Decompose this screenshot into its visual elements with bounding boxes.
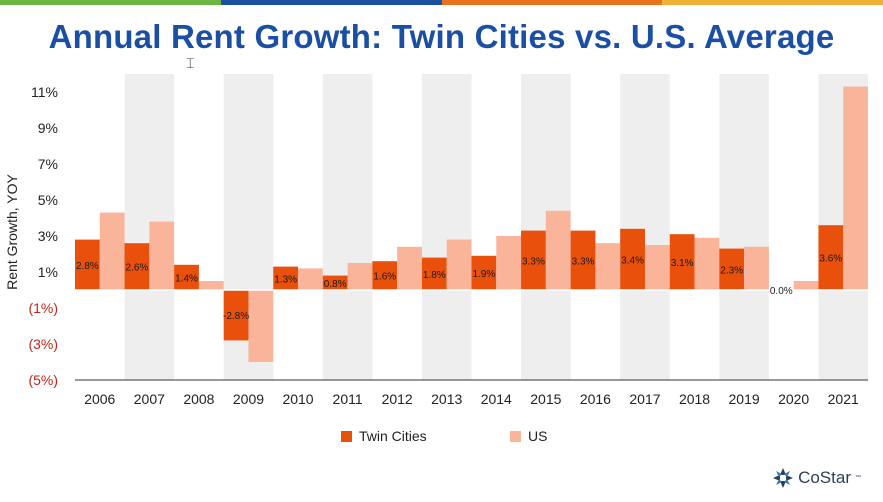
shade-band-2019 [719, 74, 769, 380]
bar-twin-cities-2009 [223, 290, 249, 341]
bar-us-2011 [347, 263, 373, 290]
top-bar-green [0, 0, 221, 5]
y-tick-label: 1% [38, 264, 58, 280]
bar-twin-cities-2006 [75, 239, 100, 290]
bar-us-2014 [496, 236, 522, 290]
bar-twin-cities-2015 [521, 230, 546, 290]
data-label: 1.4% [175, 273, 198, 284]
data-label: 0.8% [324, 279, 347, 290]
bar-twin-cities-2019 [719, 248, 745, 290]
y-tick-labels: 11% 9% 7% 5% 3% 1% (1%) (3%) (5%) [28, 84, 58, 388]
data-label: 3.6% [819, 254, 842, 265]
bar-twin-cities-2011 [322, 275, 348, 290]
data-label: 3.3% [572, 256, 595, 267]
x-tick-labels: 2006 2007 2008 2009 2010 2011 2012 2013 2014 2015… [84, 391, 859, 407]
data-label: 0.0% [770, 286, 793, 297]
y-tick-label: 9% [38, 120, 58, 136]
top-bar-yellow [662, 0, 883, 5]
legend-label-twin-cities: Twin Cities [359, 428, 427, 444]
bar-us-2018 [694, 237, 720, 290]
bar-us-2016 [595, 243, 621, 290]
costar-logo: CoStar ™ [772, 467, 861, 489]
shade-band-2011 [322, 74, 373, 380]
x-tick-label: 2013 [431, 391, 462, 407]
data-label: 2.3% [720, 265, 743, 276]
x-tick-label: 2021 [828, 391, 859, 407]
x-tick-label: 2011 [333, 391, 363, 407]
shade-band-2017 [620, 74, 670, 380]
top-color-bar [0, 0, 883, 5]
data-label: 3.1% [671, 258, 694, 269]
y-axis-label: Rent Growth, YOY [4, 174, 20, 290]
shaded-year-bands [124, 74, 868, 380]
bar-twin-cities-2017 [620, 228, 645, 290]
text-cursor-icon: ⌶ [186, 56, 195, 72]
data-label: 2.6% [126, 263, 149, 274]
x-tick-label: 2007 [134, 391, 165, 407]
costar-logo-mark-icon [773, 468, 794, 488]
x-tick-label: 2019 [729, 391, 760, 407]
bar-us-2008 [198, 281, 224, 290]
data-label: 3.4% [621, 255, 644, 266]
data-label: 3.3% [522, 256, 545, 267]
y-tick-label: 3% [38, 228, 58, 244]
bar-us-2021 [843, 86, 868, 290]
bar-us-2015 [545, 210, 571, 290]
bar-us-2013 [446, 239, 472, 290]
x-tick-label: 2009 [233, 391, 264, 407]
bar-twin-cities-2008 [174, 264, 199, 290]
data-label: 1.9% [472, 269, 495, 280]
legend: Twin Cities US [341, 428, 547, 444]
x-tick-label: 2018 [679, 391, 710, 407]
y-tick-label: 7% [38, 156, 58, 172]
x-tick-label: 2012 [382, 391, 413, 407]
bar-us-2019 [744, 246, 769, 290]
data-label: 1.6% [373, 272, 396, 283]
bar-us-2007 [149, 221, 175, 290]
data-label: 1.8% [423, 270, 446, 281]
bar-twin-cities-2007 [124, 243, 150, 290]
bar-twin-cities-2013 [421, 257, 447, 290]
bar-us-2006 [99, 212, 125, 290]
bar-us-2020 [793, 281, 819, 290]
bar-twin-cities-2021 [818, 225, 844, 290]
y-tick-label: (5%) [28, 372, 58, 388]
chart-title: Annual Rent Growth: Twin Cities vs. U.S.… [48, 18, 835, 55]
y-tick-label: (3%) [28, 336, 58, 352]
y-tick-label: 11% [31, 84, 58, 100]
bar-us-2017 [644, 245, 670, 290]
x-tick-label: 2016 [580, 391, 611, 407]
logo-trademark: ™ [855, 475, 861, 481]
x-tick-label: 2014 [481, 391, 512, 407]
bar-twin-cities-2014 [471, 255, 497, 290]
x-tick-label: 2020 [778, 391, 809, 407]
bar-us-2012 [397, 246, 422, 290]
legend-swatch-us [510, 431, 521, 442]
data-label: 1.3% [274, 274, 297, 285]
x-tick-label: 2010 [282, 391, 313, 407]
bar-group [75, 86, 868, 362]
x-tick-label: 2017 [629, 391, 660, 407]
bar-twin-cities-2012 [372, 261, 398, 290]
x-tick-label: 2006 [84, 391, 115, 407]
top-bar-blue [220, 0, 442, 5]
data-labels: 2.8% 2.6% 1.4% -2.8% 1.3% 0.8% 1.6% 1.8% 1.9% 3.3… [76, 254, 842, 323]
bar-twin-cities-2016 [570, 230, 596, 290]
bar-twin-cities-2010 [273, 266, 299, 290]
data-label: -2.8% [223, 311, 249, 322]
bar-twin-cities-2018 [669, 234, 695, 290]
y-tick-label: 5% [38, 192, 58, 208]
data-label: 2.8% [76, 261, 99, 272]
x-tick-label: 2015 [530, 391, 561, 407]
bar-us-2010 [298, 268, 323, 290]
bar-us-2009 [248, 290, 274, 362]
shade-band-2013 [421, 74, 472, 380]
legend-label-us: US [528, 428, 547, 444]
top-bar-orange [441, 0, 663, 5]
logo-text: CoStar [798, 468, 851, 487]
y-tick-label: (1%) [28, 300, 58, 316]
x-tick-label: 2008 [183, 391, 214, 407]
legend-swatch-twin-cities [341, 431, 352, 442]
